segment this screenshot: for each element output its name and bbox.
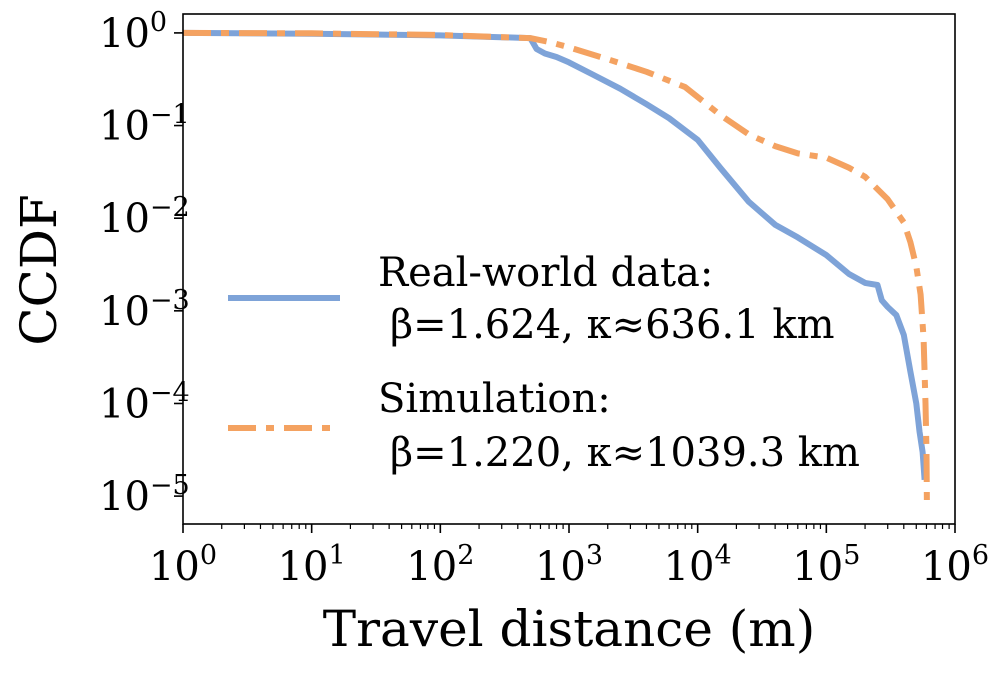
series-line-1 (183, 29, 930, 506)
y-axis-ticks: 100 10−1 10−2 10−3 10−4 10−5 (99, 7, 190, 520)
x-axis-ticks: 100 101 102 103 104 105 106 (149, 524, 989, 590)
legend-label-real-world: Real-world data: (378, 250, 713, 296)
legend-params-simulation: β=1.220, κ≈1039.3 km (390, 430, 860, 476)
y-tick-label: 100 (99, 7, 167, 57)
legend: Real-world data: β=1.624, κ≈636.1 km Sim… (228, 250, 860, 476)
series-line-0 (183, 29, 928, 481)
x-tick-label: 103 (535, 540, 603, 590)
y-tick-label: 10−4 (99, 377, 190, 427)
x-tick-label: 106 (921, 540, 989, 590)
x-tick-label: 102 (406, 540, 474, 590)
legend-label-simulation: Simulation: (378, 376, 611, 422)
y-tick-label: 10−1 (99, 100, 190, 150)
x-tick-label: 100 (149, 540, 217, 590)
plot-background (183, 14, 955, 524)
y-axis-title: CCDF (10, 194, 68, 345)
x-tick-label: 105 (792, 540, 860, 590)
y-tick-label: 10−5 (99, 470, 190, 520)
y-tick-label: 10−3 (99, 285, 190, 335)
x-tick-label: 104 (664, 540, 732, 590)
legend-params-real-world: β=1.624, κ≈636.1 km (390, 302, 835, 348)
y-tick-label: 10−2 (99, 192, 190, 242)
series-layer (183, 29, 930, 506)
x-tick-label: 101 (278, 540, 346, 590)
x-axis-title: Travel distance (m) (323, 600, 815, 658)
